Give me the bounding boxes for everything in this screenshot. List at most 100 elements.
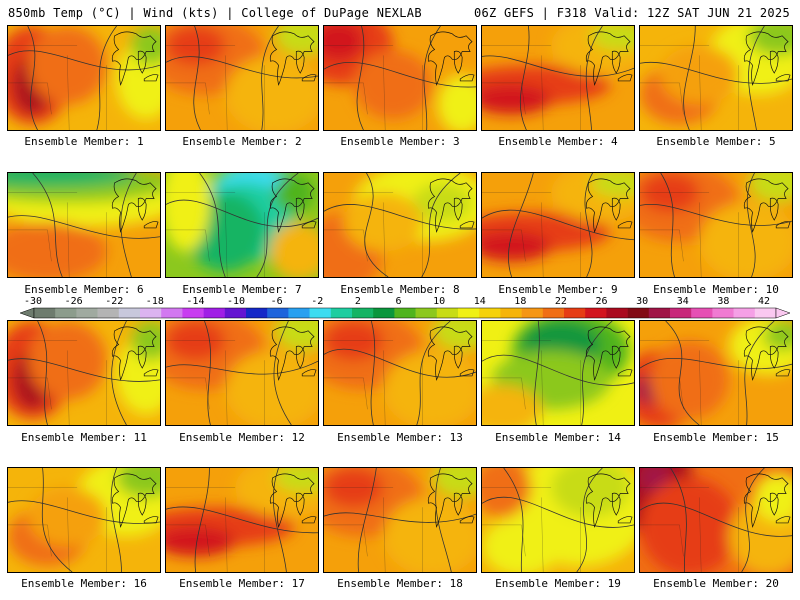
colorbar-tick-label: 10 — [433, 296, 446, 307]
colorbar-swatch — [415, 308, 438, 318]
height-contour — [8, 500, 160, 524]
colorbar-swatch — [670, 308, 692, 318]
height-contour — [32, 173, 63, 277]
ensemble-member-map — [323, 467, 477, 573]
colorbar-swatch — [521, 308, 544, 318]
valid-time-label: 06Z GEFS | F318 Valid: 12Z SAT JUN 21 20… — [473, 6, 790, 20]
state-borders — [482, 45, 581, 130]
colorbar-swatch — [330, 308, 353, 318]
great-lakes-outline — [111, 326, 159, 381]
ensemble-member-label: Ensemble Member: 8 — [340, 283, 460, 296]
ensemble-member-label: Ensemble Member: 3 — [340, 135, 460, 148]
colorbar-swatch — [246, 308, 268, 318]
height-contour — [640, 204, 792, 226]
colorbar-tick-label: -6 — [270, 296, 283, 307]
temperature-colorbar — [20, 307, 790, 319]
height-contour — [423, 26, 441, 130]
state-borders — [324, 192, 423, 277]
temperature-shading — [482, 384, 542, 425]
height-contour — [748, 26, 765, 130]
height-contour — [665, 321, 700, 425]
height-contour — [166, 360, 318, 375]
height-contour — [324, 512, 476, 523]
height-contour — [27, 26, 38, 130]
ensemble-member-label: Ensemble Member: 1 — [24, 135, 144, 148]
temperature-shading — [274, 173, 315, 213]
temperature-shading — [482, 84, 552, 115]
height-contour — [166, 56, 318, 79]
ensemble-member-label: Ensemble Member: 9 — [498, 283, 618, 296]
colorbar-swatch — [436, 308, 459, 318]
height-contour — [193, 26, 201, 130]
temperature-shading — [432, 321, 476, 351]
height-contour — [503, 468, 524, 572]
ensemble-member-map — [481, 172, 635, 278]
height-contour — [584, 173, 593, 277]
ensemble-member-label: Ensemble Member: 16 — [21, 577, 147, 590]
height-contour — [482, 209, 634, 241]
colorbar-tick-label: 14 — [473, 296, 486, 307]
height-contour — [261, 26, 279, 130]
state-borders — [640, 340, 739, 425]
colorbar-swatch — [309, 308, 332, 318]
height-contour — [640, 357, 792, 370]
colorbar-swatch — [606, 308, 628, 318]
colorbar-swatch — [140, 308, 162, 318]
height-contour — [272, 468, 287, 572]
ensemble-member-label: Ensemble Member: 11 — [21, 431, 147, 444]
great-lakes-outline — [743, 178, 791, 233]
great-lakes-outline — [427, 31, 475, 86]
temperature-shading — [482, 468, 532, 518]
ensemble-member-map — [165, 25, 319, 131]
height-contour — [8, 50, 160, 71]
colorbar-swatch — [458, 308, 480, 318]
great-lakes-outline — [585, 178, 633, 233]
great-lakes-outline — [111, 31, 159, 86]
colorbar-swatch — [691, 308, 713, 318]
colorbar-tick-label: 30 — [636, 296, 649, 307]
great-lakes-outline — [269, 178, 317, 233]
height-contour — [364, 173, 389, 277]
state-borders — [166, 487, 265, 572]
ensemble-member-map — [481, 320, 635, 426]
height-contour — [746, 173, 756, 277]
temperature-shading — [166, 526, 236, 557]
height-contour — [324, 204, 476, 230]
colorbar-swatch — [373, 308, 395, 318]
colorbar-swatch — [34, 308, 56, 318]
colorbar-tick-label: 26 — [595, 296, 608, 307]
ensemble-member-map — [323, 25, 477, 131]
temperature-shading — [482, 517, 561, 572]
height-contour — [640, 502, 792, 537]
ensemble-member-map — [7, 25, 161, 131]
temperature-shading — [640, 477, 739, 572]
colorbar-tick-label: 6 — [395, 296, 402, 307]
height-contour — [744, 321, 775, 425]
height-contour — [166, 199, 318, 228]
temperature-shading — [649, 340, 729, 420]
ensemble-member-label: Ensemble Member: 7 — [182, 283, 302, 296]
great-lakes-outline — [585, 473, 633, 528]
colorbar-tick-label: -26 — [64, 296, 83, 307]
height-contour — [421, 173, 461, 277]
great-lakes-outline — [269, 31, 317, 86]
ensemble-member-label: Ensemble Member: 13 — [337, 431, 463, 444]
temperature-shading — [27, 487, 107, 547]
ensemble-member-label: Ensemble Member: 4 — [498, 135, 618, 148]
temperature-shading — [353, 50, 433, 120]
ensemble-member-label: Ensemble Member: 20 — [653, 577, 779, 590]
colorbar-tick-label: -22 — [105, 296, 124, 307]
ensemble-member-map — [639, 467, 793, 573]
height-contour — [37, 321, 48, 425]
ensemble-member-label: Ensemble Member: 14 — [495, 431, 621, 444]
ensemble-member-map — [639, 25, 793, 131]
colorbar-tick-label: -2 — [311, 296, 324, 307]
state-borders — [482, 192, 581, 277]
colorbar-swatch — [55, 308, 77, 318]
great-lakes-outline — [269, 473, 317, 528]
state-borders — [324, 487, 423, 572]
temperature-shading — [8, 222, 107, 277]
colorbar-swatch — [585, 308, 607, 318]
state-borders — [8, 487, 107, 572]
height-contour — [482, 354, 634, 386]
